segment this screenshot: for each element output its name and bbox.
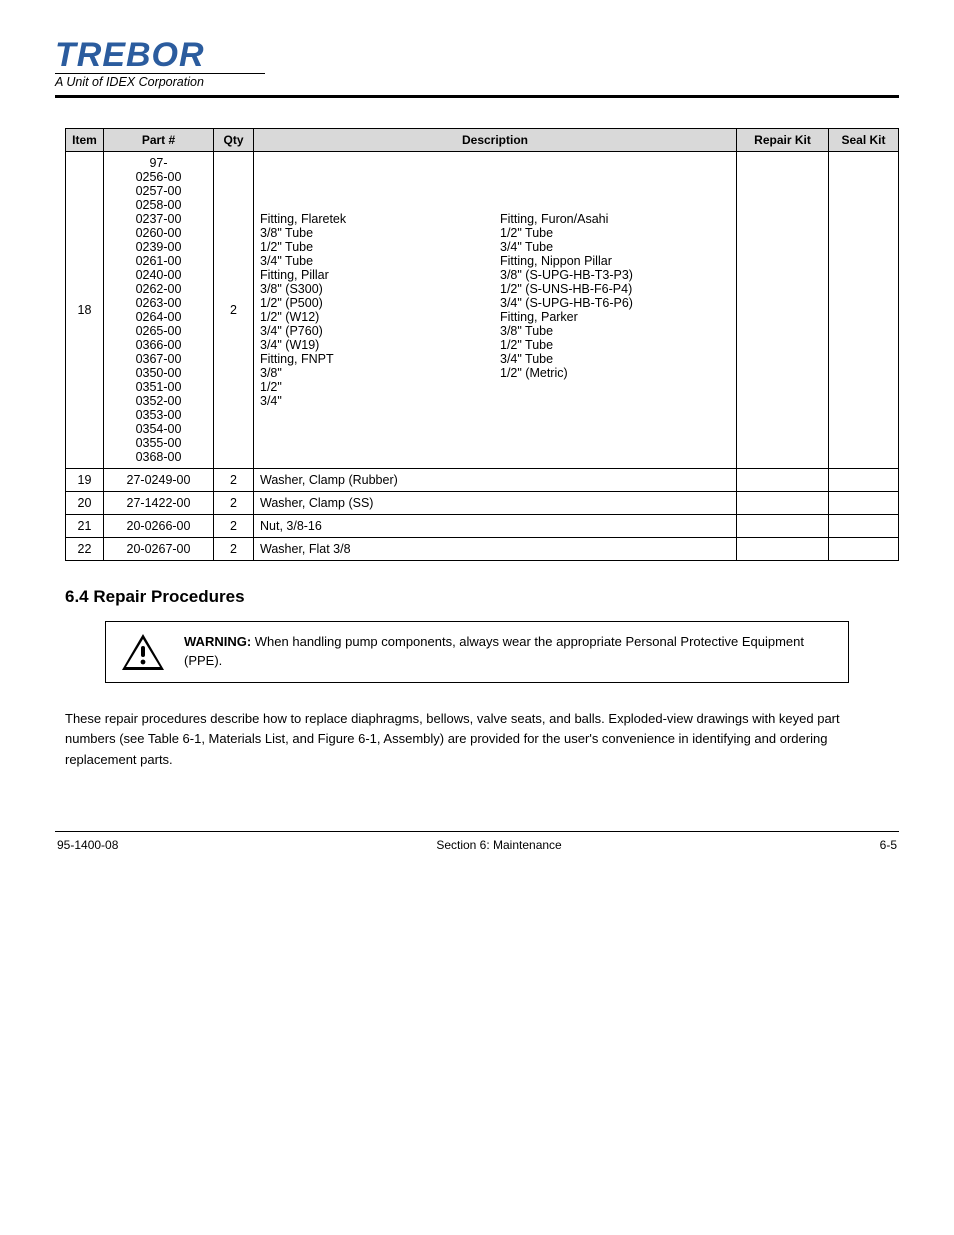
table-row: 1897-0256-000257-000258-000237-000260-00… [66, 151, 899, 468]
table-row: 1927-0249-002Washer, Clamp (Rubber) [66, 468, 899, 491]
th-qty: Qty [214, 128, 254, 151]
cell-repairkit [737, 514, 829, 537]
footer-rule [55, 831, 899, 832]
cell-sealkit [829, 468, 899, 491]
cell-description: Nut, 3/8-16 [254, 514, 737, 537]
logo: TREBOR A Unit of IDEX Corporation [55, 40, 265, 89]
th-sealkit: Seal Kit [829, 128, 899, 151]
cell-qty: 2 [214, 468, 254, 491]
cell-item: 19 [66, 468, 104, 491]
cell-item: 18 [66, 151, 104, 468]
cell-part: 97-0256-000257-000258-000237-000260-0002… [104, 151, 214, 468]
cell-description: Fitting, Flaretek3/8" Tube1/2" Tube3/4" … [254, 151, 737, 468]
warning-text: WARNING: When handling pump components, … [184, 633, 834, 671]
table-row: 2120-0266-002Nut, 3/8-16 [66, 514, 899, 537]
header-rule [55, 95, 899, 98]
th-part: Part # [104, 128, 214, 151]
cell-sealkit [829, 491, 899, 514]
cell-part: 20-0266-00 [104, 514, 214, 537]
cell-qty: 2 [214, 491, 254, 514]
th-repairkit: Repair Kit [737, 128, 829, 151]
cell-qty: 2 [214, 514, 254, 537]
cell-qty: 2 [214, 537, 254, 560]
cell-item: 22 [66, 537, 104, 560]
footer-right: 6-5 [880, 838, 897, 852]
logo-main: TREBOR [55, 40, 265, 71]
cell-description: Washer, Clamp (Rubber) [254, 468, 737, 491]
cell-repairkit [737, 151, 829, 468]
cell-part: 20-0267-00 [104, 537, 214, 560]
cell-sealkit [829, 537, 899, 560]
cell-description: Washer, Flat 3/8 [254, 537, 737, 560]
footer-left: 95-1400-08 [57, 838, 118, 852]
cell-sealkit [829, 151, 899, 468]
th-item: Item [66, 128, 104, 151]
cell-qty: 2 [214, 151, 254, 468]
table-row: 2027-1422-002Washer, Clamp (SS) [66, 491, 899, 514]
table-row: 2220-0267-002Washer, Flat 3/8 [66, 537, 899, 560]
cell-repairkit [737, 468, 829, 491]
th-desc: Description [254, 128, 737, 151]
warning-body: When handling pump components, always we… [184, 634, 804, 668]
parts-table: Item Part # Qty Description Repair Kit S… [65, 128, 899, 561]
cell-sealkit [829, 514, 899, 537]
cell-repairkit [737, 537, 829, 560]
footer: 95-1400-08 Section 6: Maintenance 6-5 [55, 838, 899, 852]
warning-lead: WARNING: [184, 634, 251, 649]
table-body: 1897-0256-000257-000258-000237-000260-00… [66, 151, 899, 560]
body-paragraph: These repair procedures describe how to … [65, 709, 889, 771]
footer-center: Section 6: Maintenance [436, 838, 561, 852]
table-header-row: Item Part # Qty Description Repair Kit S… [66, 128, 899, 151]
logo-subtitle: A Unit of IDEX Corporation [55, 73, 265, 89]
cell-description: Washer, Clamp (SS) [254, 491, 737, 514]
cell-repairkit [737, 491, 829, 514]
warning-icon [120, 632, 166, 672]
cell-part: 27-1422-00 [104, 491, 214, 514]
section-title: 6.4 Repair Procedures [65, 587, 899, 607]
warning-box: WARNING: When handling pump components, … [105, 621, 849, 683]
cell-item: 20 [66, 491, 104, 514]
cell-part: 27-0249-00 [104, 468, 214, 491]
cell-item: 21 [66, 514, 104, 537]
